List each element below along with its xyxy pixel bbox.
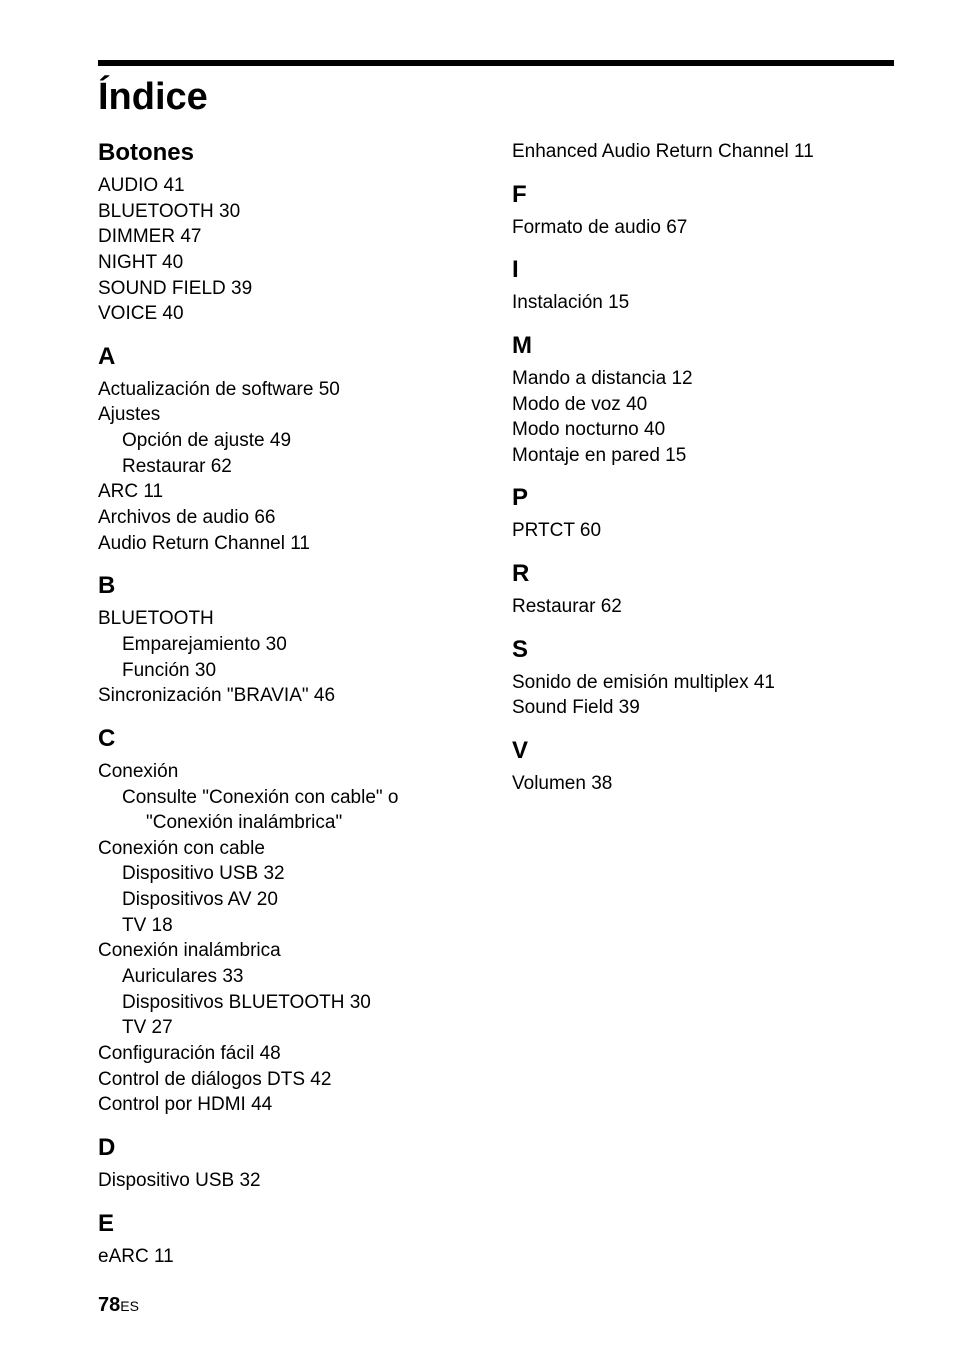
- index-entry: DIMMER 47: [98, 224, 480, 250]
- index-entry: AUDIO 41: [98, 173, 480, 199]
- index-entry: SOUND FIELD 39: [98, 276, 480, 302]
- index-entry: BLUETOOTH: [98, 606, 480, 632]
- index-entry: Actualización de software 50: [98, 377, 480, 403]
- index-section-head: V: [512, 737, 894, 765]
- index-entry: Enhanced Audio Return Channel 11: [512, 139, 894, 165]
- page-title: Índice: [98, 76, 894, 119]
- index-entry: NIGHT 40: [98, 250, 480, 276]
- index-entry: BLUETOOTH 30: [98, 199, 480, 225]
- page-number: 78: [98, 1294, 120, 1316]
- index-entry: Modo nocturno 40: [512, 417, 894, 443]
- index-column-left: Botones AUDIO 41BLUETOOTH 30DIMMER 47NIGH…: [98, 139, 480, 1269]
- index-entry: Sonido de emisión multiplex 41: [512, 670, 894, 696]
- index-column-right: Enhanced Audio Return Channel 11 F Formato…: [512, 139, 894, 1269]
- index-entry: Conexión: [98, 759, 480, 785]
- index-entry: PRTCT 60: [512, 518, 894, 544]
- top-rule: [98, 60, 894, 66]
- index-entry: Instalación 15: [512, 290, 894, 316]
- index-entry: Restaurar 62: [512, 594, 894, 620]
- index-entry: Conexión inalámbrica: [98, 938, 480, 964]
- index-entry: Dispositivo USB 32: [98, 1168, 480, 1194]
- lang-code: ES: [120, 1298, 139, 1314]
- index-entry: Formato de audio 67: [512, 215, 894, 241]
- index-entry: Audio Return Channel 11: [98, 531, 480, 557]
- index-entry: Conexión con cable: [98, 836, 480, 862]
- index-entry: Restaurar 62: [98, 454, 480, 480]
- index-entry: Montaje en pared 15: [512, 443, 894, 469]
- page: Índice Botones AUDIO 41BLUETOOTH 30DIMMER…: [0, 0, 954, 1357]
- index-entry: Función 30: [98, 658, 480, 684]
- index-entry: eARC 11: [98, 1244, 480, 1270]
- index-entry: ARC 11: [98, 479, 480, 505]
- page-footer: 78ES: [98, 1294, 139, 1317]
- index-entry: Sound Field 39: [512, 695, 894, 721]
- index-section-head: S: [512, 636, 894, 664]
- index-entry: Sincronización "BRAVIA" 46: [98, 683, 480, 709]
- index-entry: Volumen 38: [512, 771, 894, 797]
- index-columns: Botones AUDIO 41BLUETOOTH 30DIMMER 47NIGH…: [98, 139, 894, 1269]
- index-section-head: A: [98, 343, 480, 371]
- index-entry: Emparejamiento 30: [98, 632, 480, 658]
- index-section-head: C: [98, 725, 480, 753]
- index-entry: Opción de ajuste 49: [98, 428, 480, 454]
- index-entry: Dispositivo USB 32: [98, 861, 480, 887]
- index-section-head: M: [512, 332, 894, 360]
- index-section-head: D: [98, 1134, 480, 1162]
- index-section-head: P: [512, 484, 894, 512]
- index-entry: TV 18: [98, 913, 480, 939]
- index-entry: Mando a distancia 12: [512, 366, 894, 392]
- index-entry: Dispositivos AV 20: [98, 887, 480, 913]
- index-entry: Auriculares 33: [98, 964, 480, 990]
- index-section-head: B: [98, 572, 480, 600]
- index-section-head: F: [512, 181, 894, 209]
- index-section-head: E: [98, 1210, 480, 1238]
- index-entry: Dispositivos BLUETOOTH 30: [98, 990, 480, 1016]
- index-section-head: I: [512, 256, 894, 284]
- index-entry: Configuración fácil 48: [98, 1041, 480, 1067]
- index-section-head: R: [512, 560, 894, 588]
- index-section-head: Botones: [98, 139, 480, 167]
- index-entry: Consulte "Conexión con cable" o "Conexió…: [98, 785, 480, 836]
- index-entry: VOICE 40: [98, 301, 480, 327]
- index-entry: Control por HDMI 44: [98, 1092, 480, 1118]
- index-entry: Modo de voz 40: [512, 392, 894, 418]
- index-entry: Control de diálogos DTS 42: [98, 1067, 480, 1093]
- index-entry: TV 27: [98, 1015, 480, 1041]
- index-entry: Archivos de audio 66: [98, 505, 480, 531]
- index-entry: Ajustes: [98, 402, 480, 428]
